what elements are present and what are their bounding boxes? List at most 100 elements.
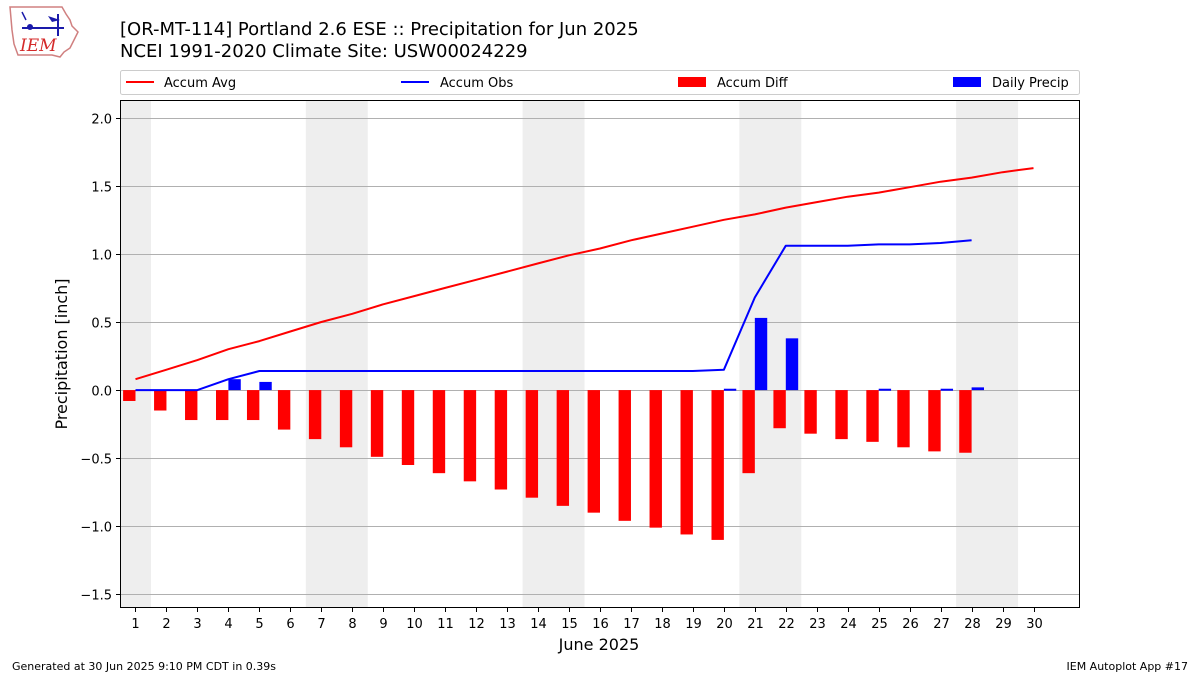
x-tick-label: 20: [716, 617, 733, 632]
x-tick-label: 26: [902, 617, 919, 632]
x-tick-label: 12: [468, 617, 485, 632]
accum-diff-bar: [711, 390, 724, 540]
y-tick-label: −0.5: [80, 453, 112, 468]
daily-precip-bar: [940, 388, 954, 391]
y-tick-label: −1.5: [80, 589, 112, 604]
legend-label-accum-avg: Accum Avg: [164, 76, 236, 91]
plot-frame: [120, 100, 1080, 608]
accum-diff-bar: [742, 390, 755, 474]
legend-label-accum-obs: Accum Obs: [440, 76, 513, 91]
weekend-band: [956, 100, 1019, 608]
daily-precip-bar: [723, 388, 737, 391]
x-tick-label: 14: [530, 617, 547, 632]
x-tick-label: 28: [964, 617, 981, 632]
bar-layer: [123, 317, 984, 540]
x-axis-ticks: 1 2 3 4 5 6 7 8 9 10 11 12 13 14 15 16 17 18 19 20 21 22 23 24 2…: [131, 608, 1043, 632]
footer-generated: Generated at 30 Jun 2025 9:10 PM CDT in …: [12, 660, 276, 673]
daily-precip-bar: [971, 387, 984, 391]
accum-diff-bar: [959, 390, 972, 453]
y-tick-label: 2.0: [91, 113, 112, 128]
accum-diff-bar: [494, 390, 508, 490]
accum-diff-bar: [401, 390, 415, 465]
x-tick-label: 1: [131, 617, 139, 632]
x-tick-label: 21: [747, 617, 764, 632]
x-tick-label: 13: [499, 617, 516, 632]
x-tick-label: 8: [348, 617, 356, 632]
accum-diff-bar: [246, 390, 260, 421]
x-tick-label: 2: [162, 617, 170, 632]
accum-diff-bar: [556, 390, 570, 506]
footer-app: IEM Autoplot App #17: [1067, 660, 1189, 673]
legend-swatch-daily-precip: [953, 77, 981, 87]
weekend-band: [522, 100, 585, 608]
legend-label-daily-precip: Daily Precip: [992, 76, 1069, 91]
x-tick-label: 16: [592, 617, 609, 632]
legend: Accum Avg Accum Obs Accum Diff Daily Pre…: [120, 70, 1080, 95]
logo-text: IEM: [19, 36, 57, 56]
accum-diff-bar: [463, 390, 477, 482]
x-tick-label: 9: [379, 617, 387, 632]
line-layer: [135, 167, 1034, 392]
accum-diff-bar: [649, 390, 662, 528]
daily-precip-bar: [259, 381, 272, 391]
weekend-shading-layer: [120, 100, 1019, 608]
x-tick-label: 24: [840, 617, 857, 632]
x-tick-label: 15: [561, 617, 578, 632]
accum-diff-bar: [897, 390, 910, 448]
y-tick-label: 0.5: [91, 317, 112, 332]
weekend-band: [305, 100, 368, 608]
x-tick-label: 17: [623, 617, 640, 632]
accum-diff-bar: [216, 390, 229, 421]
x-axis-label: June 2025: [558, 635, 640, 654]
chart-subtitle: NCEI 1991-2020 Climate Site: USW00024229: [120, 41, 528, 62]
accum-diff-bar: [866, 390, 879, 442]
accum-diff-bar: [928, 390, 941, 452]
x-tick-label: 27: [933, 617, 950, 632]
accum-diff-bar: [618, 390, 631, 521]
accum-diff-bar: [154, 390, 167, 411]
y-tick-label: 1.5: [91, 181, 112, 196]
x-tick-label: 6: [286, 617, 294, 632]
accum-obs-line: [135, 239, 972, 392]
y-tick-label: 1.0: [91, 249, 112, 264]
x-tick-label: 18: [654, 617, 671, 632]
chart-title: [OR-MT-114] Portland 2.6 ESE :: Precipit…: [120, 19, 639, 40]
accum-avg-line: [135, 167, 1034, 381]
legend-frame: [120, 70, 1080, 95]
x-tick-label: 7: [317, 617, 325, 632]
y-axis-label: Precipitation [inch]: [52, 278, 71, 429]
accum-diff-bar: [773, 390, 786, 429]
accum-diff-bar: [339, 390, 353, 448]
x-tick-label: 4: [224, 617, 232, 632]
x-tick-label: 3: [193, 617, 201, 632]
iem-logo: IEM: [9, 6, 79, 58]
daily-precip-bar: [785, 338, 799, 391]
accum-diff-bar: [680, 390, 693, 535]
x-tick-label: 11: [437, 617, 454, 632]
x-tick-label: 25: [871, 617, 888, 632]
weather-station-icon: [21, 11, 64, 36]
accum-diff-bar: [370, 390, 384, 457]
x-tick-label: 22: [778, 617, 795, 632]
weekend-band: [120, 100, 151, 608]
accum-diff-bar: [432, 390, 446, 474]
x-tick-label: 5: [255, 617, 263, 632]
legend-label-accum-diff: Accum Diff: [717, 76, 789, 91]
x-tick-label: 23: [809, 617, 826, 632]
gridline-layer: [120, 118, 1080, 595]
accum-diff-bar: [525, 390, 539, 498]
accum-diff-bar: [587, 390, 600, 513]
y-tick-label: −1.0: [80, 521, 112, 536]
accum-diff-bar: [123, 390, 136, 401]
accum-diff-bar: [185, 390, 198, 421]
legend-swatch-accum-diff: [678, 77, 706, 87]
x-tick-label: 30: [1026, 617, 1043, 632]
y-tick-label: 0.0: [91, 385, 112, 400]
daily-precip-bar: [228, 379, 241, 391]
daily-precip-bar: [754, 317, 768, 391]
iowa-outline-icon: [9, 6, 79, 58]
accum-diff-bar: [277, 390, 291, 430]
accum-diff-bar: [835, 390, 848, 440]
x-tick-label: 19: [685, 617, 702, 632]
